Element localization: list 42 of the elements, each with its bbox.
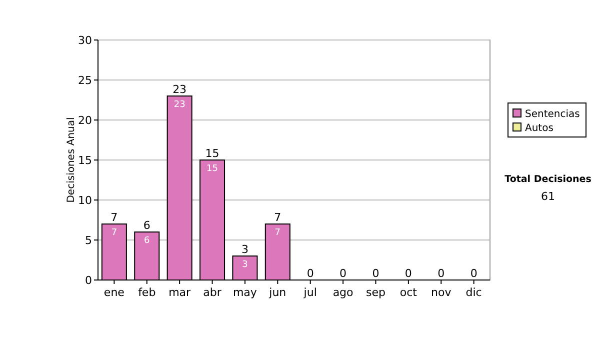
text: 61 bbox=[541, 190, 555, 203]
y-tick-label: 0 bbox=[85, 274, 92, 287]
data-label: 23 bbox=[174, 100, 186, 110]
x-tick-label: mar bbox=[168, 286, 192, 299]
x-tick-label: may bbox=[232, 286, 258, 299]
x-tick-label: jul bbox=[302, 286, 317, 299]
total-label: 7 bbox=[110, 211, 118, 224]
total-label: 23 bbox=[172, 83, 187, 96]
total-label: 0 bbox=[404, 267, 412, 280]
total-label: 15 bbox=[205, 147, 220, 160]
legend-label: Sentencias bbox=[525, 109, 580, 120]
total-label: 3 bbox=[241, 243, 248, 256]
x-tick-label: ago bbox=[332, 286, 354, 299]
y-tick-label: 5 bbox=[85, 234, 92, 247]
total-label: 0 bbox=[340, 267, 347, 280]
y-tick-label: 15 bbox=[78, 154, 92, 167]
data-label: 3 bbox=[242, 260, 248, 270]
x-tick-label: feb bbox=[138, 286, 156, 299]
data-label: 6 bbox=[144, 236, 150, 246]
total-label: 0 bbox=[372, 267, 380, 280]
data-label: 7 bbox=[274, 228, 281, 238]
x-tick-label: jun bbox=[268, 286, 286, 299]
y-tick-label: 20 bbox=[78, 114, 92, 127]
y-tick-label: 25 bbox=[78, 74, 92, 87]
x-tick-label: abr bbox=[203, 286, 222, 299]
data-label: 7 bbox=[111, 228, 118, 238]
total-label: 0 bbox=[306, 267, 314, 280]
x-tick-label: sep bbox=[366, 286, 386, 299]
total-label: 0 bbox=[438, 267, 445, 280]
legend-label: Autos bbox=[525, 123, 554, 134]
x-tick-label: dic bbox=[466, 286, 482, 299]
text: Total Decisiones bbox=[504, 174, 592, 185]
x-tick-label: oct bbox=[400, 286, 418, 299]
x-tick-label: ene bbox=[104, 286, 125, 299]
x-tick-label: nov bbox=[431, 286, 452, 299]
data-label: 15 bbox=[206, 164, 218, 174]
y-tick-label: 10 bbox=[78, 194, 92, 207]
total-label: 6 bbox=[143, 219, 150, 232]
total-label: 0 bbox=[470, 267, 478, 280]
y-tick-label: 30 bbox=[78, 34, 92, 47]
y-axis-title: Decisiones Anual bbox=[66, 117, 77, 203]
total-label: 7 bbox=[274, 211, 282, 224]
